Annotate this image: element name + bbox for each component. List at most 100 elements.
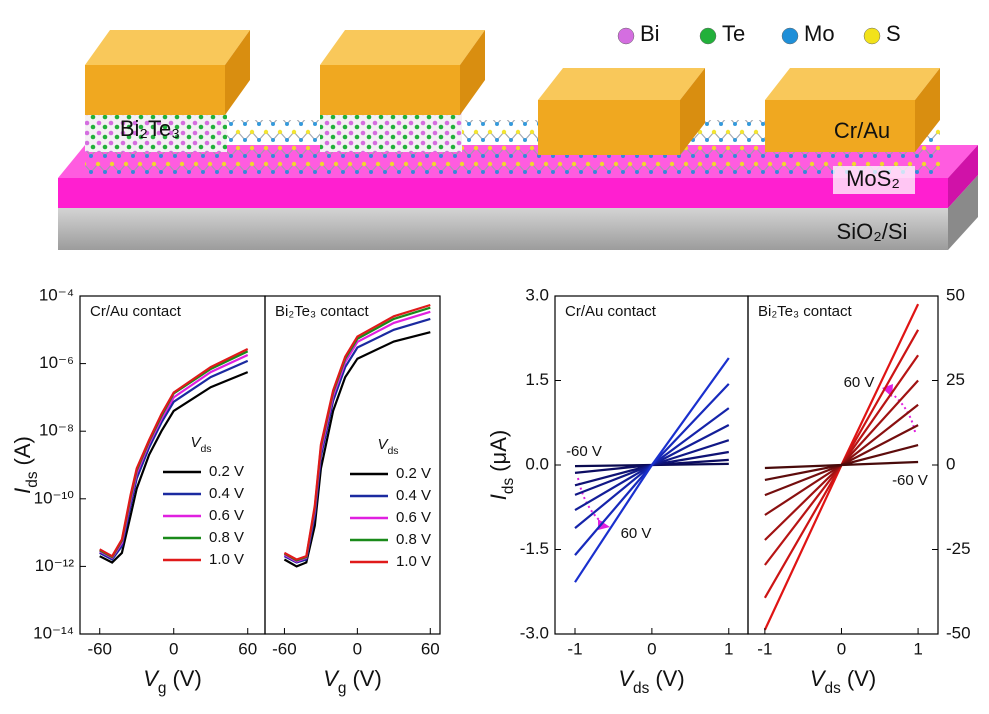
legend-label: 0.6 V (396, 509, 431, 526)
mos2-side (948, 145, 978, 208)
schematic-label: SiO₂/Si (837, 219, 908, 244)
legend-label: 0.4 V (396, 487, 431, 504)
substrate-side (948, 175, 978, 250)
label-symbol: V (618, 666, 635, 691)
y-tick-label: 10⁻¹⁴ (33, 623, 74, 642)
data-line (764, 403, 919, 516)
label-unit: (A) (10, 436, 35, 465)
plot-frame (264, 295, 441, 635)
annotation: 60 V (844, 374, 875, 391)
axis-label: Vg (V) (143, 666, 202, 697)
label-bg (833, 166, 915, 194)
data-line (99, 371, 249, 564)
annotation: -60 V (892, 472, 928, 489)
y2-tick-label: 50 (946, 285, 965, 304)
electrode (538, 68, 705, 100)
y-tick-label: -3.0 (520, 623, 549, 642)
data-line (283, 303, 431, 561)
electrode (320, 65, 460, 115)
legend-swatch (863, 27, 881, 45)
y2-tick-label: -50 (946, 623, 971, 642)
label-subscript: g (158, 680, 167, 697)
electrode (225, 30, 250, 115)
data-line (283, 331, 431, 568)
y-tick-label: 10⁻¹² (35, 556, 75, 575)
y2-tick-label: 0 (946, 454, 955, 473)
x-tick-label: 1 (913, 639, 922, 658)
bi2te3-layer (320, 112, 462, 152)
panel-title: Cr/Au contact (90, 303, 182, 320)
label-symbol: V (190, 434, 202, 451)
legend-swatch (781, 27, 799, 45)
axis-label: Vds (V) (618, 666, 684, 697)
label-symbol: I (10, 488, 35, 494)
substrate (58, 208, 948, 250)
data-line (99, 354, 249, 560)
label-subscript: ds (24, 471, 41, 488)
panel-title: Cr/Au contact (565, 303, 657, 320)
annotation: 60 V (621, 525, 652, 542)
x-tick-label: 1 (724, 639, 733, 658)
electrode (680, 68, 705, 155)
x-tick-label: -60 (272, 639, 297, 658)
label-unit: (V) (847, 666, 876, 691)
legend-label: Te (722, 21, 745, 46)
y2-tick-label: -25 (946, 539, 971, 558)
legend-swatch (699, 27, 717, 45)
electrode (85, 65, 225, 115)
legend-label: 0.2 V (396, 465, 431, 482)
label-subscript: ds (387, 445, 398, 457)
y-tick-label: 1.5 (525, 370, 549, 389)
x-tick-label: 0 (169, 639, 178, 658)
y-tick-label: 10⁻⁸ (39, 421, 74, 440)
label-unit: (V) (655, 666, 684, 691)
legend-label: 0.8 V (396, 531, 431, 548)
data-line (574, 424, 730, 512)
x-tick-label: -60 (87, 639, 112, 658)
data-line (764, 354, 920, 566)
data-line (99, 348, 249, 558)
axis-label: Ids (A) (10, 436, 41, 494)
label-symbol: I (486, 494, 511, 500)
electrode (320, 30, 485, 65)
label-unit: (V) (172, 666, 201, 691)
legend-label: Bi (640, 21, 660, 46)
y2-tick-label: 25 (946, 370, 965, 389)
x-tick-label: 0 (353, 639, 362, 658)
label-symbol: V (323, 666, 340, 691)
schematic-label: Cr/Au (834, 118, 890, 143)
legend-label: Mo (804, 21, 835, 46)
legend-label: 1.0 V (396, 553, 431, 570)
label-unit: (V) (352, 666, 381, 691)
panel-title: Bi₂Te₃ contact (275, 303, 369, 320)
axis-label: Vds (190, 434, 211, 455)
label-subscript: g (338, 680, 347, 697)
electrode (460, 30, 485, 115)
label-symbol: V (143, 666, 160, 691)
y-tick-label: 0.0 (525, 454, 549, 473)
label-subscript: ds (200, 443, 211, 455)
annotation-arrow (598, 519, 610, 530)
y-tick-label: 10⁻⁴ (39, 285, 74, 304)
data-line (764, 460, 919, 470)
label-symbol: V (377, 436, 389, 453)
axis-label: Vds (V) (810, 666, 876, 697)
device-schematic: Bi₂Te₃ Cr/Au MoS₂ SiO₂/Si (58, 30, 978, 250)
panel-title: Bi₂Te₃ contact (758, 303, 852, 320)
x-tick-label: 60 (238, 639, 257, 658)
legend-label: 0.4 V (209, 485, 244, 502)
y-tick-label: -1.5 (520, 539, 549, 558)
legend-label: S (886, 21, 901, 46)
legend-label: 0.8 V (209, 529, 244, 546)
y-tick-label: 10⁻¹⁰ (34, 488, 75, 507)
label-subscript: ds (633, 680, 650, 697)
x-tick-label: 0 (837, 639, 846, 658)
electrode (765, 68, 940, 100)
label-subscript: ds (825, 680, 842, 697)
x-tick-label: -1 (567, 639, 582, 658)
label-subscript: ds (500, 478, 517, 495)
axis-label: Vg (V) (323, 666, 382, 697)
data-line (283, 317, 431, 564)
data-line (764, 379, 919, 541)
